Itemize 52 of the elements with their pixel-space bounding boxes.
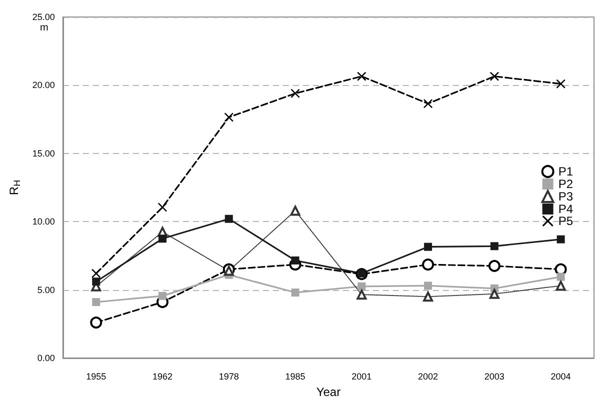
- point: [291, 256, 300, 264]
- legend-label: P3: [558, 190, 574, 204]
- x-tick-label: 2002: [418, 372, 438, 382]
- point: [290, 88, 300, 98]
- point: [490, 72, 499, 81]
- point: [556, 235, 565, 244]
- point: [158, 234, 166, 243]
- text: m: [40, 22, 48, 34]
- legend-label: P5: [558, 214, 574, 228]
- x-tick-label: 1962: [152, 372, 173, 382]
- y-tick-label: 10.00: [32, 216, 55, 227]
- point: [224, 266, 234, 276]
- point: [291, 288, 300, 297]
- y-tick-label: 25.00: [32, 12, 55, 22]
- point: [356, 290, 367, 300]
- y-tick-label: 0.00: [37, 353, 55, 363]
- x-tick-label: 1985: [285, 372, 306, 382]
- x-tick-label: 1978: [218, 372, 239, 382]
- point: [424, 99, 433, 108]
- point: [90, 316, 102, 329]
- point: [290, 206, 300, 216]
- point: [556, 79, 566, 88]
- point: [92, 278, 100, 286]
- x-tick-label: 2001: [352, 372, 372, 382]
- legend-label: P1: [558, 164, 574, 178]
- x-tick-label: 2004: [550, 372, 571, 382]
- point: [224, 112, 234, 122]
- point: [358, 282, 366, 290]
- point: [357, 72, 366, 81]
- legend-label: P4: [558, 202, 574, 216]
- y-tick-label: 5.00: [37, 284, 55, 295]
- point: [556, 280, 566, 291]
- point: [158, 202, 167, 212]
- point: [556, 272, 565, 281]
- point: [224, 214, 233, 223]
- point: [490, 242, 498, 250]
- y-tick-label: 15.00: [32, 148, 55, 158]
- point: [92, 298, 100, 306]
- x-axis-title: Year: [316, 385, 341, 399]
- point: [158, 292, 166, 300]
- point: [422, 258, 434, 271]
- point: [423, 292, 434, 302]
- y-axis-title: RH: [7, 180, 22, 196]
- y-tick-label: 20.00: [32, 80, 55, 90]
- legend-label: P2: [558, 177, 574, 191]
- point: [424, 282, 432, 290]
- point: [488, 260, 500, 272]
- point: [92, 268, 101, 278]
- x-tick-label: 2003: [484, 372, 504, 382]
- point: [489, 288, 500, 299]
- x-tick-label: 1955: [86, 372, 106, 382]
- point: [424, 242, 432, 251]
